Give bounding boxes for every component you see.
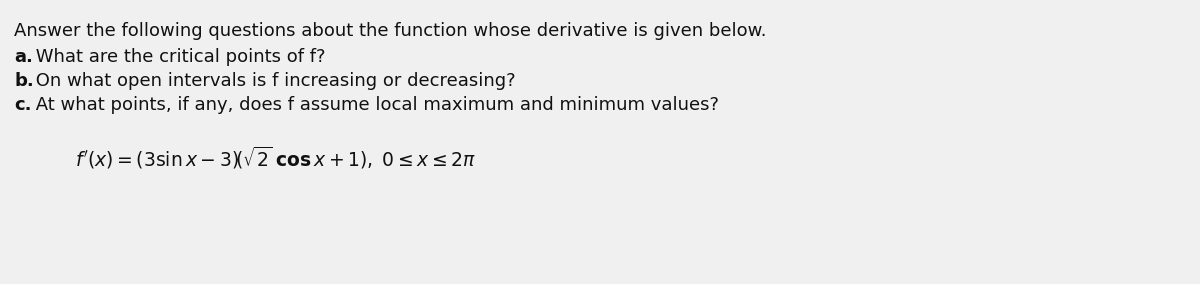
Text: c.: c. bbox=[14, 96, 31, 114]
Text: At what points, if any, does f assume local maximum and minimum values?: At what points, if any, does f assume lo… bbox=[30, 96, 719, 114]
Text: $f'(x) = (3\sin x - 3)\!\left(\sqrt{2}\;\mathbf{cos}\, x + 1\right),\;0 \leq x \: $f'(x) = (3\sin x - 3)\!\left(\sqrt{2}\;… bbox=[74, 145, 476, 171]
Text: Answer the following questions about the function whose derivative is given belo: Answer the following questions about the… bbox=[14, 22, 767, 40]
Text: What are the critical points of f?: What are the critical points of f? bbox=[30, 48, 325, 66]
Text: a.: a. bbox=[14, 48, 32, 66]
Text: On what open intervals is f increasing or decreasing?: On what open intervals is f increasing o… bbox=[30, 72, 516, 90]
Text: b.: b. bbox=[14, 72, 34, 90]
